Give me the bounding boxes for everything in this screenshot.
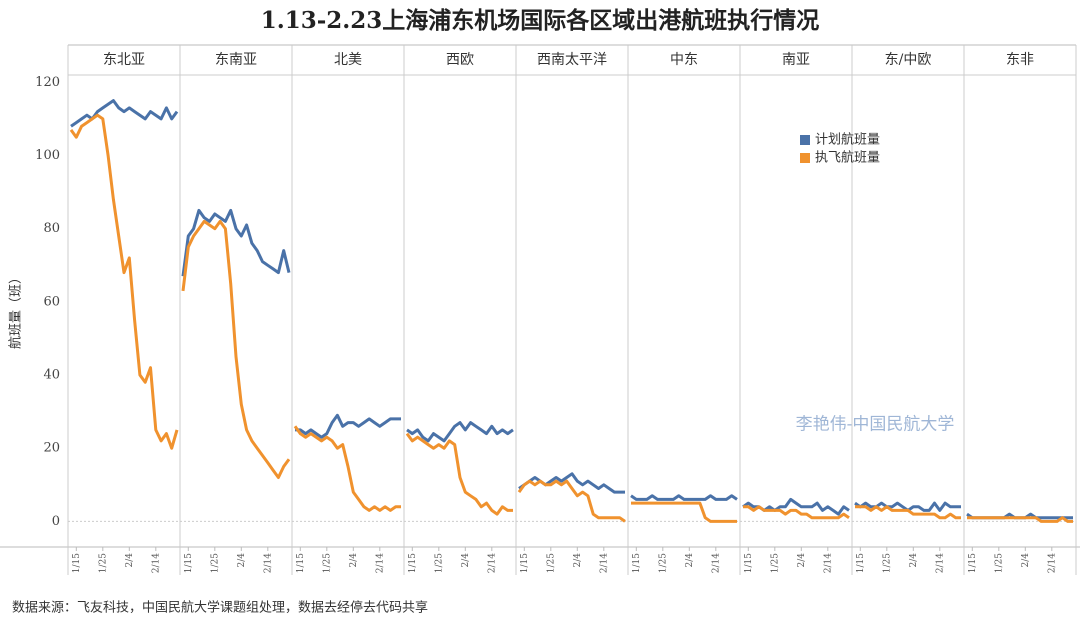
series-line xyxy=(630,494,738,501)
x-tick-label: 2/14 xyxy=(823,553,833,573)
x-tick-label: 2/14 xyxy=(375,553,385,573)
y-tick-label: 100 xyxy=(35,148,60,163)
legend-label: 执飞航班量 xyxy=(815,150,880,166)
watermark: 李艳伟-中国民航大学 xyxy=(796,415,955,435)
x-tick-label: 1/15 xyxy=(296,553,306,573)
x-tick-label: 1/15 xyxy=(408,553,418,573)
x-tick-label: 2/4 xyxy=(573,553,583,568)
series-line xyxy=(518,472,625,494)
x-tick-label: 1/15 xyxy=(744,553,754,573)
x-tick-label: 1/15 xyxy=(968,553,978,573)
y-tick-label: 120 xyxy=(35,75,60,90)
x-tick-label: 2/4 xyxy=(1021,553,1031,568)
series-line xyxy=(181,208,291,277)
y-tick-label: 40 xyxy=(43,368,60,383)
series-line xyxy=(295,413,401,439)
series-line xyxy=(405,432,513,516)
x-tick-label: 2/14 xyxy=(599,553,609,573)
x-tick-label: 1/25 xyxy=(994,553,1004,573)
legend-label: 计划航班量 xyxy=(815,132,880,148)
series-line xyxy=(70,99,179,128)
x-tick-label: 2/4 xyxy=(237,553,247,568)
y-tick-label: 80 xyxy=(43,221,60,236)
panel-label: 西南太平洋 xyxy=(537,52,607,68)
x-tick-label: 1/25 xyxy=(658,553,668,573)
x-tick-label: 1/15 xyxy=(520,553,530,573)
x-tick-label: 1/15 xyxy=(856,553,866,573)
y-tick-label: 60 xyxy=(43,294,60,309)
panel-label: 东/中欧 xyxy=(885,52,932,68)
x-tick-label: 1/15 xyxy=(184,553,194,573)
y-tick-label: 0 xyxy=(52,514,60,529)
y-tick-label: 20 xyxy=(43,441,60,456)
panel-label: 中东 xyxy=(670,52,698,68)
series-line xyxy=(967,516,1073,523)
series-line xyxy=(69,113,179,450)
x-tick-label: 2/4 xyxy=(125,553,135,568)
x-tick-label: 1/15 xyxy=(632,553,642,573)
series-line xyxy=(293,425,401,512)
panel-label: 南亚 xyxy=(782,52,810,68)
series-line xyxy=(517,479,626,523)
x-tick-label: 2/14 xyxy=(487,553,497,573)
x-tick-label: 1/25 xyxy=(210,553,220,573)
source-note: 数据来源：飞友科技，中国民航大学课题组处理，数据去经停去代码共享 xyxy=(12,600,428,616)
x-tick-label: 1/15 xyxy=(72,553,82,573)
series-line xyxy=(855,505,961,520)
x-tick-label: 2/4 xyxy=(349,553,359,568)
legend-swatch xyxy=(800,135,810,145)
panel-label: 东非 xyxy=(1006,52,1034,68)
panel-label: 东南亚 xyxy=(215,52,257,68)
x-tick-label: 1/25 xyxy=(770,553,780,573)
x-tick-label: 2/4 xyxy=(797,553,807,568)
x-tick-label: 2/14 xyxy=(263,553,273,573)
x-tick-label: 2/4 xyxy=(461,553,471,568)
x-tick-label: 1/25 xyxy=(434,553,444,573)
x-tick-label: 2/4 xyxy=(909,553,919,568)
x-tick-label: 2/14 xyxy=(935,553,945,573)
panel-label: 东北亚 xyxy=(103,52,145,68)
x-tick-label: 2/14 xyxy=(1047,553,1057,573)
x-tick-label: 2/14 xyxy=(711,553,721,573)
y-axis-label: 航班量（班） xyxy=(8,271,24,349)
series-line xyxy=(631,501,737,523)
legend-swatch xyxy=(800,153,810,163)
series-line xyxy=(406,421,514,443)
x-tick-label: 1/25 xyxy=(322,553,332,573)
series-line xyxy=(743,505,850,520)
chart-title: 1.13-2.23上海浦东机场国际各区域出港航班执行情况 xyxy=(261,7,820,34)
series-line xyxy=(181,219,291,479)
x-tick-label: 1/25 xyxy=(98,553,108,573)
x-tick-label: 2/14 xyxy=(151,553,161,573)
panel-label: 北美 xyxy=(334,52,362,68)
x-tick-label: 1/25 xyxy=(882,553,892,573)
x-tick-label: 2/4 xyxy=(685,553,695,568)
x-tick-label: 1/25 xyxy=(546,553,556,573)
panel-label: 西欧 xyxy=(446,52,474,68)
